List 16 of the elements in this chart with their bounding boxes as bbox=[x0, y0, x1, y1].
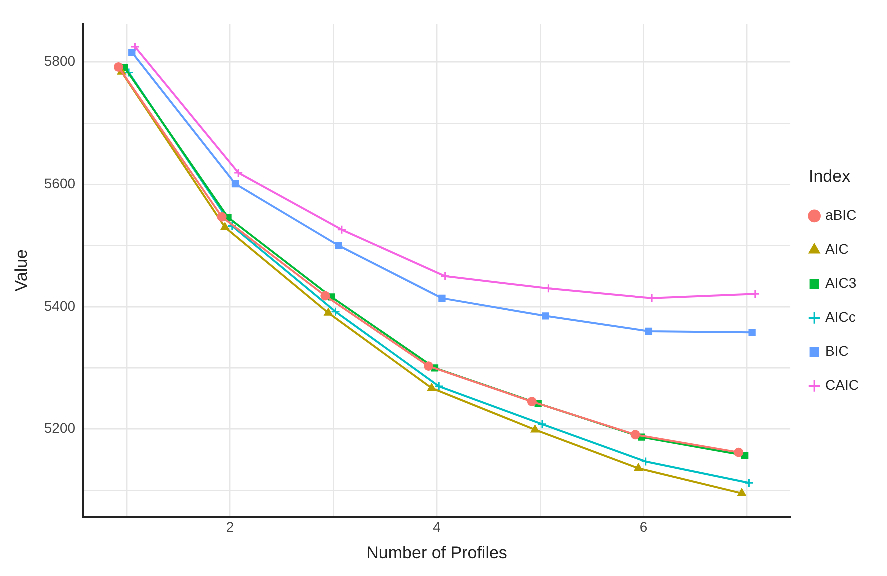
legend-label: AICc bbox=[826, 309, 856, 326]
legend-label: AIC3 bbox=[826, 275, 857, 292]
y-tick-label: 5800 bbox=[44, 53, 76, 70]
x-tick-label: 4 bbox=[433, 519, 442, 536]
y-tick-label: 5400 bbox=[44, 298, 76, 314]
legend-label: CAIC bbox=[826, 377, 860, 394]
x-tick-label: 6 bbox=[640, 519, 648, 536]
y-axis-title: Value bbox=[12, 249, 31, 292]
legend-label: aBIC bbox=[826, 207, 857, 224]
y-tick-label: 5600 bbox=[44, 176, 76, 192]
y-tick-label: 5200 bbox=[44, 420, 76, 436]
x-tick-label: 2 bbox=[226, 519, 234, 536]
legend-label: AIC bbox=[826, 241, 849, 258]
legend-label: BIC bbox=[826, 343, 849, 360]
legend-title: Index bbox=[808, 166, 852, 186]
x-axis-title: Number of Profiles bbox=[366, 543, 508, 562]
